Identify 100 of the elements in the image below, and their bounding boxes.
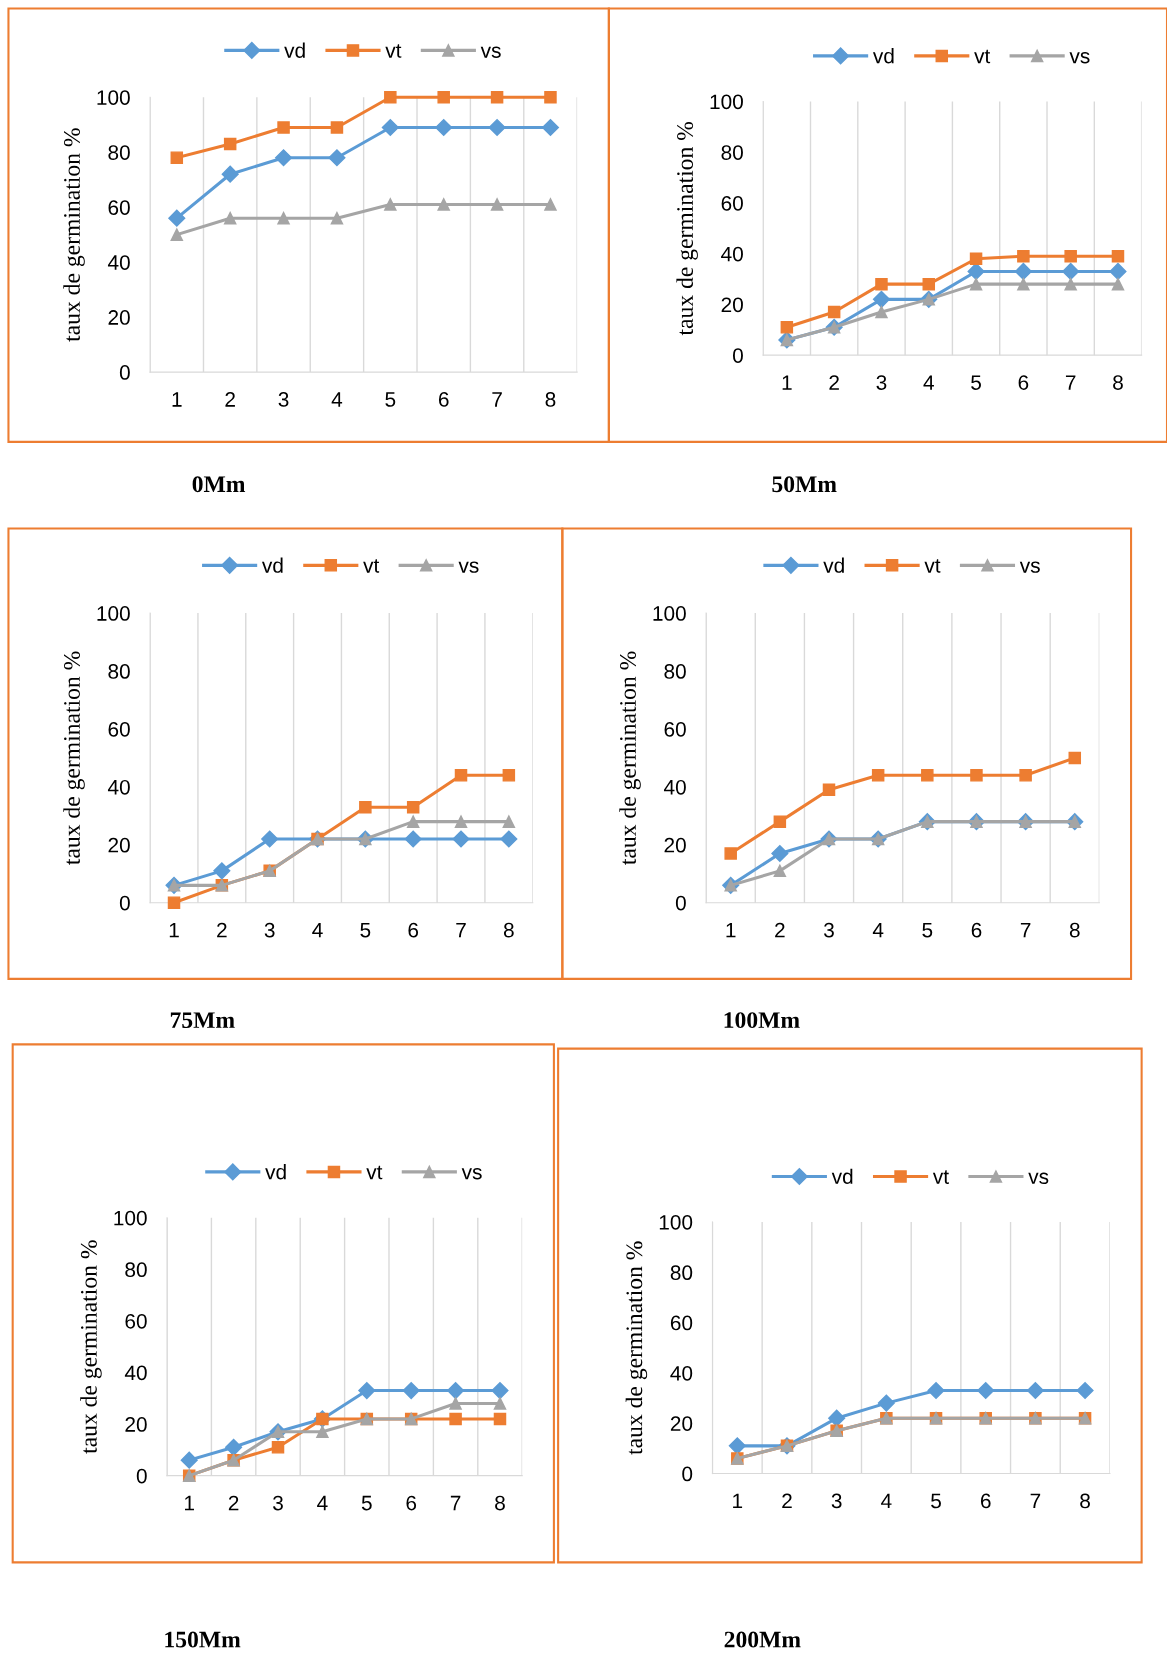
y-tick-label: 40 <box>107 779 130 795</box>
y-tick-label: 40 <box>124 1365 147 1381</box>
x-tick-label: 2 <box>217 922 227 938</box>
x-tick-label: 3 <box>824 922 834 938</box>
legend-label: vt <box>932 1170 949 1184</box>
x-tick-label: 7 <box>456 922 466 938</box>
y-tick-label: 0 <box>119 365 130 380</box>
x-tick-label: 2 <box>782 1493 792 1509</box>
x-tick-label: 6 <box>406 1495 417 1511</box>
y-tick-label: 40 <box>670 1365 693 1381</box>
x-tick-label: 4 <box>312 922 323 938</box>
x-tick-label: 7 <box>1030 1493 1041 1509</box>
legend-label: vt <box>385 44 402 58</box>
text: 100Mm <box>724 1012 800 1029</box>
text: 75Mm <box>170 1012 235 1029</box>
x-tick-label: 2 <box>829 375 839 390</box>
x-tick-label: 4 <box>872 922 884 938</box>
x-tick-label: 6 <box>438 392 449 407</box>
legend-label: vt <box>924 559 941 573</box>
x-tick-label: 1 <box>169 922 179 938</box>
legend-label: vs <box>1069 52 1090 64</box>
legend-label: vs <box>1028 1172 1049 1184</box>
x-tick-label: 8 <box>1069 922 1080 938</box>
y-axis-title: taux de germination % <box>619 651 641 865</box>
y-axis-title: taux de germination % <box>676 121 698 336</box>
x-tick-label: 4 <box>317 1495 328 1511</box>
text: 50Mm <box>772 476 837 493</box>
y-tick-label: 60 <box>721 195 743 211</box>
legend-label: vd <box>872 48 894 64</box>
y-tick-label: 20 <box>125 1417 147 1432</box>
legend-label: vd <box>823 557 844 573</box>
y-tick-label: 0 <box>682 1466 693 1482</box>
y-tick-label: 100 <box>710 94 743 110</box>
legend-label: vd <box>831 1168 853 1184</box>
x-tick-label: 5 <box>385 392 396 407</box>
y-tick-label: 80 <box>664 664 686 679</box>
y-tick-label: 0 <box>732 348 743 363</box>
x-tick-label: 6 <box>980 1493 991 1509</box>
legend-label: vt <box>974 49 991 64</box>
y-axis-title: taux de germination % <box>63 651 85 865</box>
y-tick-label: 60 <box>125 1313 147 1329</box>
x-tick-label: 7 <box>450 1495 461 1511</box>
y-tick-label: 100 <box>653 606 686 621</box>
x-tick-label: 7 <box>492 392 502 407</box>
legend-label: vd <box>284 42 305 58</box>
x-tick-label: 5 <box>361 1495 372 1511</box>
y-tick-label: 20 <box>664 837 686 853</box>
x-tick-label: 7 <box>1065 375 1076 390</box>
x-tick-label: 8 <box>1080 1493 1090 1509</box>
y-tick-label: 40 <box>663 779 686 795</box>
y-tick-label: 80 <box>108 145 130 160</box>
y-tick-label: 60 <box>664 721 686 737</box>
y-tick-label: 60 <box>670 1315 693 1331</box>
y-tick-label: 80 <box>721 145 743 160</box>
x-tick-label: 7 <box>1020 922 1031 938</box>
y-tick-label: 60 <box>108 721 130 737</box>
y-tick-label: 0 <box>136 1468 147 1484</box>
y-tick-label: 80 <box>670 1265 693 1281</box>
x-tick-label: 3 <box>264 922 275 938</box>
y-tick-label: 0 <box>119 895 130 911</box>
legend-label: vs <box>1019 561 1040 573</box>
x-tick-label: 5 <box>931 1493 941 1509</box>
x-tick-label: 3 <box>831 1493 842 1509</box>
legend-label: vs <box>480 46 501 58</box>
y-tick-label: 100 <box>114 1210 147 1226</box>
legend-label: vs <box>461 1168 482 1180</box>
x-tick-label: 1 <box>733 1493 743 1509</box>
y-axis-title: taux de germination % <box>63 128 85 342</box>
x-tick-label: 3 <box>876 375 887 390</box>
y-tick-label: 0 <box>675 895 686 911</box>
y-tick-label: 80 <box>108 664 130 679</box>
x-tick-label: 5 <box>360 922 371 938</box>
y-tick-label: 100 <box>97 606 130 621</box>
x-tick-label: 4 <box>923 375 934 390</box>
x-tick-label: 5 <box>922 922 933 938</box>
legend-label: vt <box>363 559 380 573</box>
legend-label: vd <box>265 1164 286 1180</box>
x-tick-label: 3 <box>273 1495 283 1511</box>
x-tick-label: 1 <box>185 1495 194 1511</box>
x-tick-label: 6 <box>408 922 419 938</box>
x-tick-label: 2 <box>775 922 785 938</box>
y-tick-label: 20 <box>721 297 743 313</box>
x-tick-label: 1 <box>782 375 792 390</box>
x-tick-label: 6 <box>971 922 982 938</box>
y-tick-label: 40 <box>721 246 743 262</box>
x-tick-label: 1 <box>726 922 736 938</box>
x-tick-label: 8 <box>1113 375 1123 390</box>
legend-label: vs <box>458 561 479 573</box>
x-tick-label: 5 <box>971 375 981 390</box>
y-tick-label: 20 <box>108 837 130 853</box>
text: 0Mm <box>192 476 246 493</box>
y-axis-title: taux de germination % <box>625 1241 648 1455</box>
y-tick-label: 100 <box>659 1214 693 1230</box>
y-tick-label: 60 <box>108 200 130 215</box>
y-tick-label: 40 <box>107 255 130 270</box>
x-tick-label: 1 <box>172 392 182 407</box>
y-axis-title: taux de germination % <box>80 1240 102 1454</box>
x-tick-label: 4 <box>331 392 343 407</box>
x-tick-label: 8 <box>503 922 514 938</box>
y-tick-label: 20 <box>670 1416 693 1431</box>
